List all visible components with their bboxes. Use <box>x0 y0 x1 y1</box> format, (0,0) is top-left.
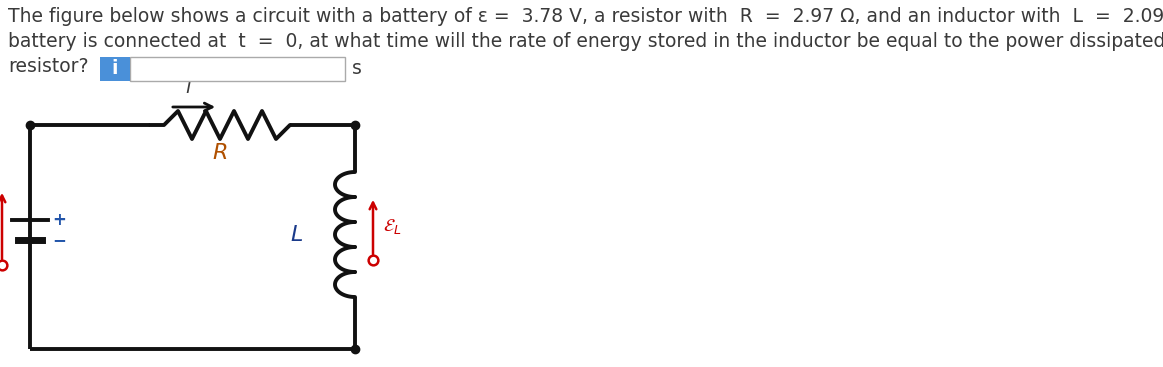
Text: $R$: $R$ <box>213 143 228 163</box>
Text: i: i <box>112 59 119 79</box>
Text: $\mathcal{E}_L$: $\mathcal{E}_L$ <box>383 218 401 236</box>
Text: resistor?: resistor? <box>8 57 88 76</box>
Text: s: s <box>352 59 362 79</box>
Text: $L$: $L$ <box>290 225 304 245</box>
Bar <box>100 57 130 81</box>
Bar <box>130 57 345 81</box>
Text: +: + <box>52 211 66 229</box>
Text: $i$: $i$ <box>185 78 193 97</box>
Text: −: − <box>52 231 66 249</box>
Text: The figure below shows a circuit with a battery of ε =  3.78 V, a resistor with : The figure below shows a circuit with a … <box>8 7 1163 26</box>
Text: battery is connected at  t  =  0, at what time will the rate of energy stored in: battery is connected at t = 0, at what t… <box>8 32 1163 51</box>
